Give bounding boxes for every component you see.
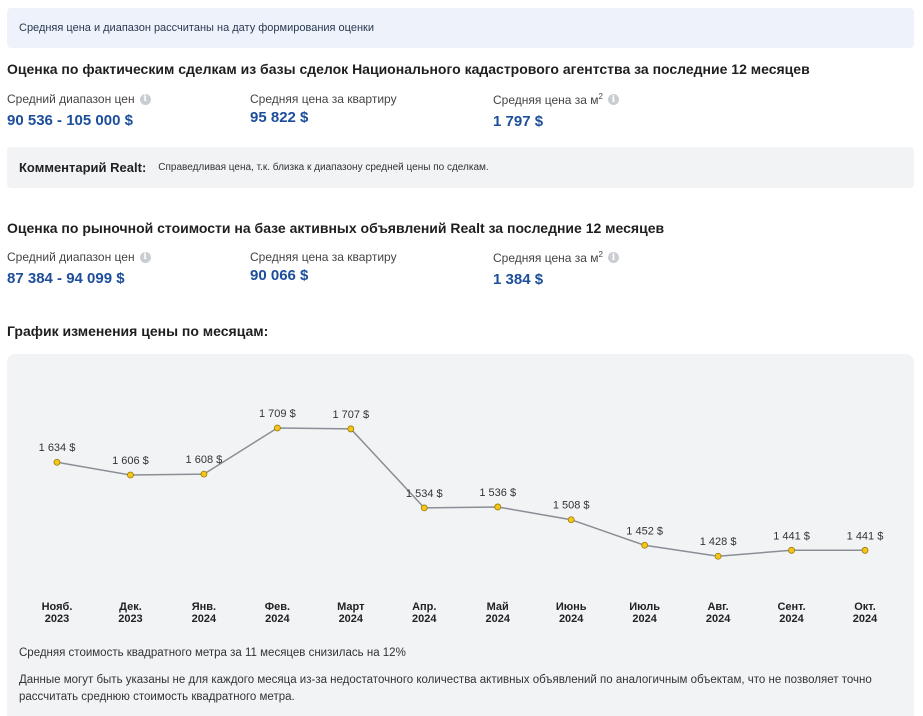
data-point[interactable]: [494, 503, 502, 511]
price-chart-card: 1 634 $ Нояб. 2023 1 606 $ Дек. 2023 1 608 $ Ян…: [7, 354, 914, 716]
data-point[interactable]: [861, 546, 869, 554]
x-tick-label: Янв. 2024: [192, 601, 217, 625]
data-point[interactable]: [200, 470, 208, 478]
data-point[interactable]: [53, 458, 61, 466]
data-point[interactable]: [567, 516, 575, 524]
deals-range-label: Средний диапазон цен: [7, 92, 135, 106]
market-range-value: 87 384 - 94 099 $: [7, 270, 125, 287]
x-tick-label: Май 2024: [485, 601, 510, 625]
data-point[interactable]: [714, 552, 722, 560]
deals-sqm-stat: Средняя цена за м2 i 1 797 $: [493, 92, 619, 130]
realt-comment: Комментарий Realt: Справедливая цена, т.…: [7, 147, 914, 188]
x-tick-label: Окт. 2024: [853, 601, 878, 625]
data-label: 1 441 $: [773, 530, 810, 542]
x-tick-label: Фев. 2024: [265, 601, 291, 625]
data-point[interactable]: [347, 425, 355, 433]
info-notice: Средняя цена и диапазон рассчитаны на да…: [7, 8, 914, 48]
data-label: 1 441 $: [847, 530, 884, 542]
info-icon[interactable]: i: [139, 93, 151, 105]
market-range-stat: Средний диапазон цен i 87 384 - 94 099 $: [7, 250, 151, 287]
market-sqm-label: Средняя цена за м2: [493, 250, 603, 265]
data-point[interactable]: [127, 471, 134, 479]
comment-label: Комментарий Realt:: [19, 160, 147, 175]
data-label: 1 606 $: [112, 455, 149, 467]
price-series-line: [56, 427, 865, 557]
data-label: 1 428 $: [700, 536, 737, 548]
footnote-decrease: Средняя стоимость квадратного метра за 1…: [19, 647, 406, 659]
data-point[interactable]: [788, 546, 795, 554]
data-label: 1 608 $: [186, 454, 223, 466]
deals-avg-stat: Средняя цена за квартиру 95 822 $: [250, 92, 397, 126]
market-range-label: Средний диапазон цен: [7, 250, 135, 264]
chart-title: График изменения цены по месяцам:: [7, 323, 269, 339]
x-tick-label: Сент. 2024: [777, 601, 805, 625]
deals-sqm-label: Средняя цена за м2: [493, 92, 603, 107]
x-tick-label: Дек. 2023: [118, 601, 142, 625]
market-section-title: Оценка по рыночной стоимости на базе акт…: [7, 220, 665, 236]
x-tick-label: Март 2024: [337, 601, 365, 625]
footnote-disclaimer: Данные могут быть указаны не для каждого…: [19, 674, 872, 703]
data-point[interactable]: [420, 504, 428, 512]
comment-text: Справедливая цена, т.к. близка к диапазо…: [158, 162, 489, 173]
data-label: 1 536 $: [479, 487, 516, 499]
data-point[interactable]: [641, 541, 649, 549]
x-tick-label: Июнь 2024: [556, 601, 587, 625]
deals-sqm-value: 1 797 $: [493, 113, 544, 130]
deals-range-stat: Средний диапазон цен i 90 536 - 105 000 …: [7, 92, 151, 129]
data-label: 1 709 $: [259, 408, 296, 420]
info-icon[interactable]: i: [607, 94, 619, 105]
market-sqm-value: 1 384 $: [493, 271, 544, 288]
notice-text: Средняя цена и диапазон рассчитаны на да…: [19, 22, 375, 34]
data-label: 1 634 $: [39, 442, 76, 454]
info-icon[interactable]: i: [607, 252, 619, 263]
x-tick-label: Авг. 2024: [706, 601, 731, 625]
data-point[interactable]: [273, 424, 281, 432]
deals-avg-label: Средняя цена за квартиру: [250, 92, 397, 106]
deals-avg-value: 95 822 $: [250, 109, 309, 126]
data-label: 1 534 $: [406, 488, 443, 500]
market-avg-label: Средняя цена за квартиру: [250, 250, 397, 264]
market-sqm-stat: Средняя цена за м2 i 1 384 $: [493, 250, 619, 288]
info-icon[interactable]: i: [139, 251, 151, 263]
market-avg-value: 90 066 $: [250, 267, 309, 284]
x-tick-label: Нояб. 2023: [42, 601, 73, 625]
deals-section-title: Оценка по фактическим сделкам из базы сд…: [7, 61, 810, 77]
price-line-chart: 1 634 $ Нояб. 2023 1 606 $ Дек. 2023 1 608 $ Ян…: [39, 408, 884, 625]
data-label: 1 707 $: [332, 409, 369, 421]
data-label: 1 508 $: [553, 500, 590, 512]
market-avg-stat: Средняя цена за квартиру 90 066 $: [250, 250, 397, 284]
deals-range-value: 90 536 - 105 000 $: [7, 112, 133, 129]
x-tick-label: Июль 2024: [629, 601, 660, 625]
x-tick-label: Апр. 2024: [412, 601, 437, 625]
data-label: 1 452 $: [626, 525, 663, 537]
